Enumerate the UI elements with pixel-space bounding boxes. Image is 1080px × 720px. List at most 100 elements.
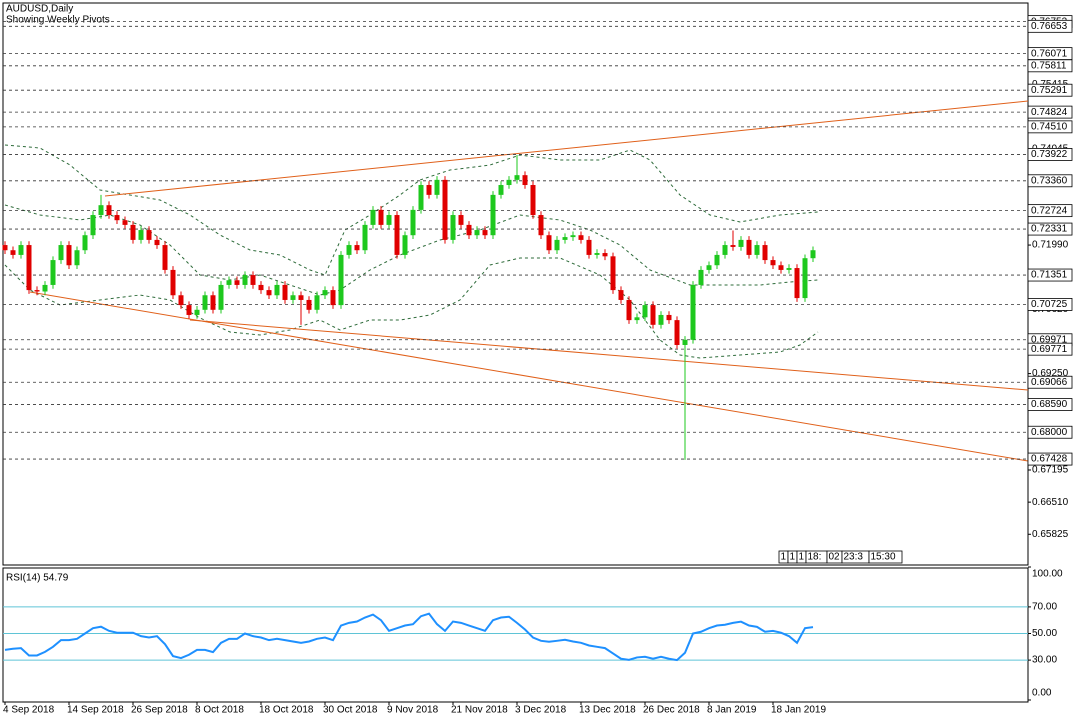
x-tick-label: 18 Jan 2019 xyxy=(771,705,826,716)
candle-body xyxy=(162,245,168,270)
candle-body xyxy=(170,269,176,296)
candle-body xyxy=(586,239,592,255)
candle-body xyxy=(474,230,480,236)
candle-body xyxy=(778,265,784,270)
pivot-tag xyxy=(1027,120,1073,134)
y-tick-label: 30.00 xyxy=(1032,655,1057,666)
pivot-label: 0.76653 xyxy=(1031,21,1068,32)
candle-body xyxy=(730,245,736,247)
x-tick-label: 8 Jan 2019 xyxy=(707,705,757,716)
candle-body xyxy=(106,205,112,216)
y-tick-label: 0.65825 xyxy=(1032,529,1069,540)
candle-body xyxy=(450,215,456,240)
x-tick-label: 9 Nov 2018 xyxy=(387,705,439,716)
candle-body xyxy=(386,215,392,225)
candle-body xyxy=(2,245,8,251)
x-tick-label: 3 Dec 2018 xyxy=(515,705,567,716)
pivot-label: 0.69771 xyxy=(1031,344,1068,355)
candle-body xyxy=(202,295,208,310)
candle-body xyxy=(658,314,664,325)
candle-body xyxy=(122,220,128,225)
candle-body xyxy=(706,265,712,270)
chart-subtitle: Showing Weekly Pivots xyxy=(6,15,110,26)
candle-body xyxy=(218,284,224,310)
candle-body xyxy=(482,230,488,236)
overlay-label: 1 xyxy=(799,552,805,563)
y-tick-label: 100.00 xyxy=(1032,569,1063,580)
candle-body xyxy=(242,275,248,285)
candle-body xyxy=(138,230,144,240)
rsi-line xyxy=(4,612,814,662)
candle-body xyxy=(426,185,432,195)
candle-body xyxy=(282,284,288,300)
pivot-label: 0.72331 xyxy=(1031,224,1068,235)
pivot-tag xyxy=(1027,268,1073,282)
trend-line xyxy=(189,319,1029,391)
candle-body xyxy=(618,290,624,300)
pivot-label: 0.76071 xyxy=(1031,48,1068,59)
candle-body xyxy=(442,179,448,240)
pivot-tag xyxy=(1027,174,1073,188)
candle-body xyxy=(394,215,400,255)
candle-body xyxy=(650,305,656,325)
chart-title: AUDUSD,Daily xyxy=(6,4,73,15)
pivot-label: 0.71351 xyxy=(1031,270,1068,281)
y-tick-label: 50.00 xyxy=(1032,628,1057,639)
pivot-label: 0.73360 xyxy=(1031,175,1068,186)
overlay-label: 1 xyxy=(790,552,796,563)
candle-body xyxy=(314,295,320,310)
x-tick-label: 26 Dec 2018 xyxy=(643,705,700,716)
candle-body xyxy=(786,268,792,270)
pivot-label: 0.68590 xyxy=(1031,399,1068,410)
pivot-label: 0.70725 xyxy=(1031,299,1068,310)
candle-body xyxy=(378,209,384,225)
candle-body xyxy=(738,239,744,247)
candle-body xyxy=(42,284,48,292)
pivot-tag xyxy=(1027,342,1073,356)
candle-body xyxy=(490,194,496,236)
candle-body xyxy=(674,320,680,345)
candle-body xyxy=(746,239,752,255)
candle-body xyxy=(810,250,816,259)
pivot-tag xyxy=(1027,204,1073,218)
candle-body xyxy=(58,245,64,261)
candle-body xyxy=(82,235,88,251)
candle-body xyxy=(666,314,672,321)
pivot-tag xyxy=(1027,83,1073,97)
band-middle xyxy=(4,204,819,296)
pivot-tag xyxy=(1027,398,1073,411)
candle-body xyxy=(690,284,696,340)
candle-body xyxy=(514,175,520,180)
candle-body xyxy=(90,215,96,236)
pivot-label: 0.69971 xyxy=(1031,334,1068,345)
candle-body xyxy=(578,235,584,240)
candle-body xyxy=(226,280,232,285)
candle-body xyxy=(714,254,720,266)
candle-body xyxy=(682,339,688,345)
candle-body xyxy=(410,209,416,236)
x-tick-label: 4 Sep 2018 xyxy=(3,705,55,716)
candle-body xyxy=(522,175,528,186)
y-tick-label: 0.00 xyxy=(1032,688,1052,699)
candle-body xyxy=(98,205,104,216)
pivot-label: 0.72724 xyxy=(1031,205,1068,216)
bollinger-bands xyxy=(4,144,819,359)
candle-body xyxy=(338,254,344,306)
candle-body xyxy=(602,253,608,257)
x-tick-label: 8 Oct 2018 xyxy=(195,705,244,716)
candle-body xyxy=(570,235,576,238)
candle-body xyxy=(322,290,328,296)
pivot-label: 0.74510 xyxy=(1031,121,1068,132)
candle-body xyxy=(554,239,560,251)
rsi-title: RSI(14) 54.79 xyxy=(6,573,69,584)
trend-line xyxy=(104,100,1029,197)
y-tick-label: 0.66510 xyxy=(1032,497,1069,508)
pivot-tag xyxy=(1027,298,1073,311)
x-tick-label: 21 Nov 2018 xyxy=(451,705,508,716)
candle-body xyxy=(178,295,184,306)
pivot-label: 0.69066 xyxy=(1031,377,1068,388)
candle-body xyxy=(50,260,56,285)
pivot-label: 0.75291 xyxy=(1031,85,1068,96)
y-tick-label: 70.00 xyxy=(1032,602,1057,613)
